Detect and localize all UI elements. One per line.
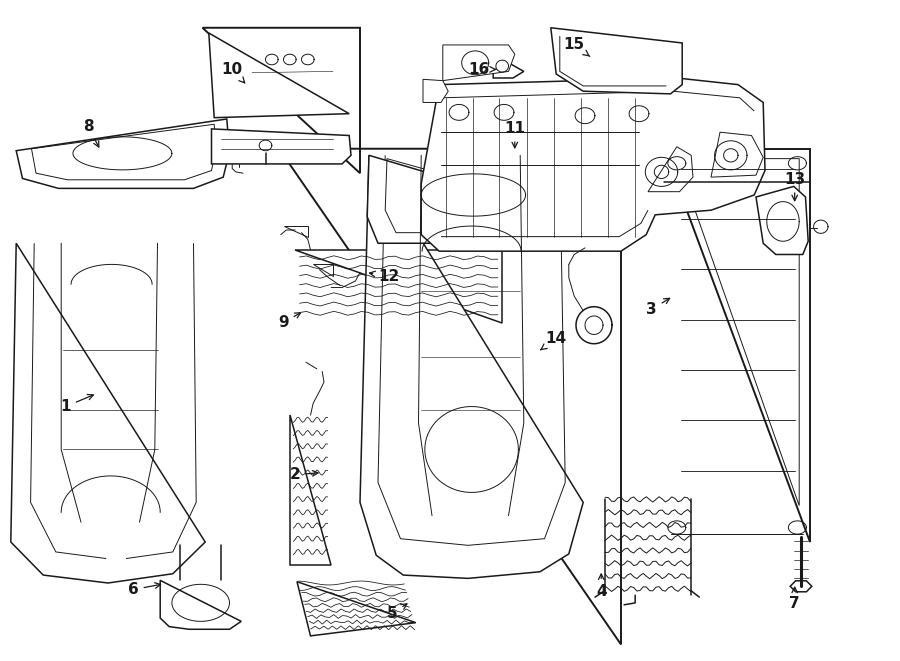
PathPatch shape — [313, 264, 333, 276]
Text: 16: 16 — [468, 62, 496, 77]
PathPatch shape — [664, 149, 810, 542]
PathPatch shape — [360, 155, 583, 578]
Text: 3: 3 — [646, 298, 670, 317]
PathPatch shape — [160, 580, 241, 629]
PathPatch shape — [423, 79, 448, 102]
Text: 1: 1 — [60, 395, 94, 414]
PathPatch shape — [756, 186, 808, 254]
Polygon shape — [790, 581, 812, 592]
PathPatch shape — [493, 54, 524, 78]
PathPatch shape — [290, 415, 331, 565]
Text: 14: 14 — [541, 331, 567, 350]
PathPatch shape — [212, 129, 351, 164]
Text: 11: 11 — [504, 122, 526, 148]
Text: 13: 13 — [784, 173, 806, 201]
PathPatch shape — [16, 119, 230, 188]
Text: 12: 12 — [370, 269, 400, 284]
PathPatch shape — [443, 45, 515, 81]
Text: 6: 6 — [128, 582, 160, 597]
Text: 7: 7 — [789, 587, 800, 611]
Text: 9: 9 — [278, 313, 301, 330]
PathPatch shape — [421, 78, 765, 251]
Text: 2: 2 — [290, 467, 318, 482]
Text: 5: 5 — [387, 603, 407, 621]
PathPatch shape — [367, 155, 580, 243]
PathPatch shape — [11, 243, 205, 583]
PathPatch shape — [297, 582, 416, 636]
Text: 8: 8 — [83, 120, 99, 147]
Text: 15: 15 — [563, 38, 590, 56]
Text: 4: 4 — [596, 574, 607, 599]
PathPatch shape — [648, 147, 693, 192]
PathPatch shape — [209, 33, 349, 118]
PathPatch shape — [711, 132, 763, 177]
PathPatch shape — [284, 226, 308, 237]
PathPatch shape — [295, 250, 502, 323]
PathPatch shape — [551, 28, 682, 94]
Text: 10: 10 — [221, 62, 245, 83]
